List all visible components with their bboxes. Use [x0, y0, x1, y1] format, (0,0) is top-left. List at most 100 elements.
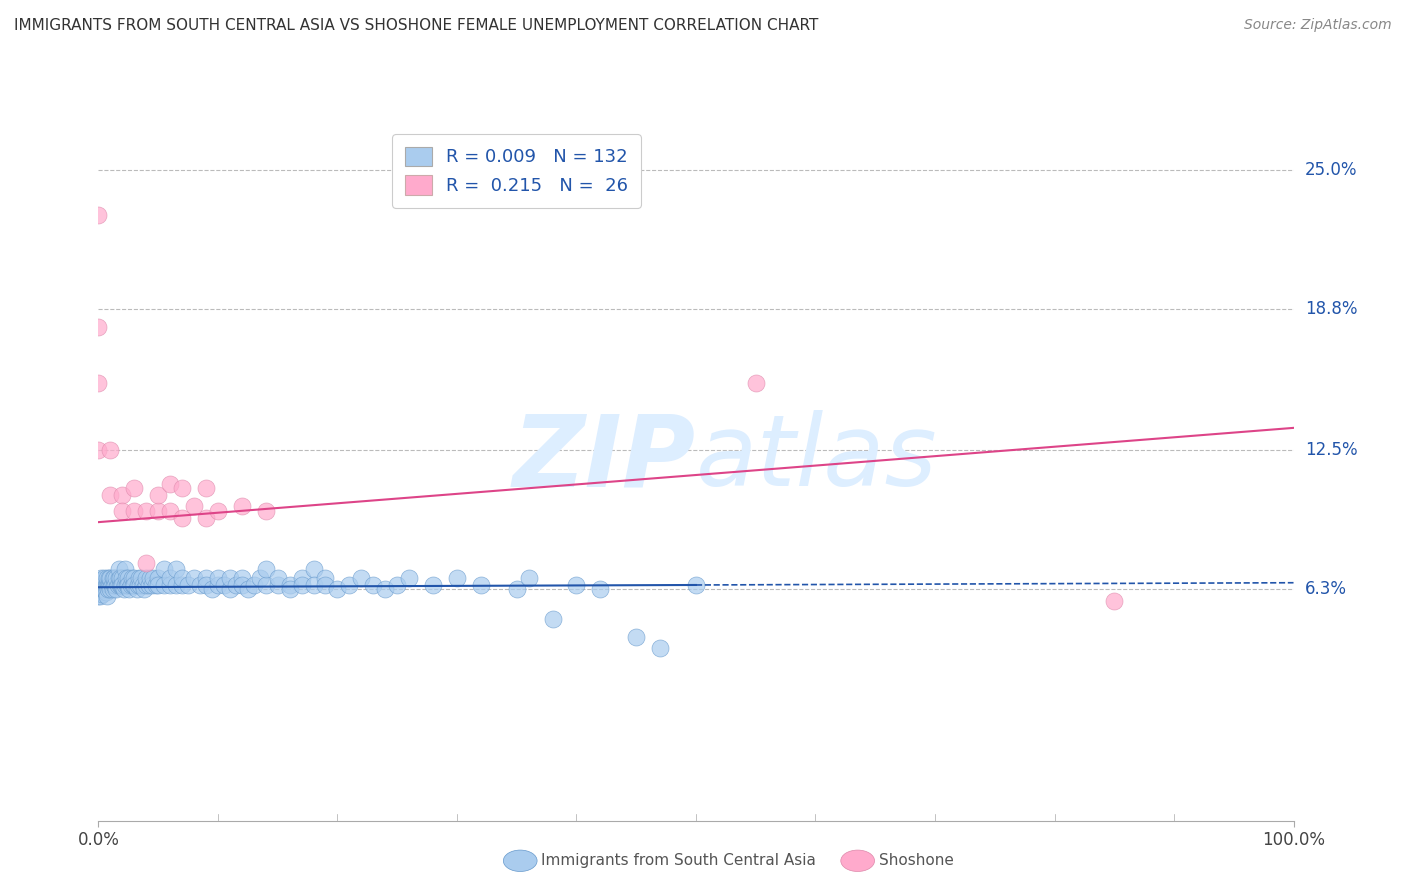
Point	[589, 582, 612, 597]
Point	[120, 578, 142, 592]
Point	[159, 578, 181, 592]
Point	[219, 571, 242, 585]
Point	[108, 578, 131, 592]
Text: IMMIGRANTS FROM SOUTH CENTRAL ASIA VS SHOSHONE FEMALE UNEMPLOYMENT CORRELATION C: IMMIGRANTS FROM SOUTH CENTRAL ASIA VS SH…	[14, 18, 818, 33]
Point	[194, 571, 217, 585]
Point	[90, 578, 112, 592]
Point	[115, 571, 138, 585]
Point	[145, 578, 167, 592]
Point	[94, 584, 117, 599]
Point	[188, 578, 211, 592]
Point	[121, 571, 143, 585]
Point	[541, 612, 564, 626]
Text: ZIP: ZIP	[513, 410, 696, 508]
Text: 25.0%: 25.0%	[1305, 161, 1357, 178]
Point	[89, 589, 111, 603]
Point	[148, 571, 170, 585]
Point	[267, 578, 290, 592]
Point	[114, 578, 136, 592]
Point	[110, 578, 132, 592]
Point	[87, 319, 110, 334]
Point	[165, 578, 187, 592]
Point	[172, 510, 194, 524]
Point	[103, 571, 125, 585]
Point	[87, 208, 110, 222]
Point	[98, 578, 122, 592]
Point	[159, 504, 181, 518]
Point	[132, 582, 155, 597]
Point	[254, 504, 277, 518]
Point	[139, 571, 162, 585]
Point	[219, 582, 242, 597]
Point	[315, 578, 337, 592]
Point	[107, 578, 129, 592]
Legend: R = 0.009   N = 132, R =  0.215   N =  26: R = 0.009 N = 132, R = 0.215 N = 26	[392, 134, 641, 208]
Point	[153, 578, 176, 592]
Point	[107, 571, 129, 585]
Point	[207, 571, 229, 585]
Point	[91, 582, 114, 597]
Point	[385, 578, 409, 592]
Point	[111, 578, 134, 592]
Point	[98, 488, 122, 502]
Point	[98, 571, 122, 585]
Text: 6.3%: 6.3%	[1305, 581, 1347, 599]
Point	[93, 578, 115, 592]
Point	[111, 571, 134, 585]
Point	[148, 504, 170, 518]
Point	[91, 587, 114, 601]
Point	[142, 571, 165, 585]
Point	[446, 571, 468, 585]
Point	[374, 582, 396, 597]
Point	[517, 571, 540, 585]
Point	[94, 578, 117, 592]
Point	[91, 582, 114, 597]
Point	[98, 582, 122, 597]
Point	[153, 562, 176, 576]
Point	[194, 578, 217, 592]
Point	[108, 571, 131, 585]
Text: atlas: atlas	[696, 410, 938, 508]
Point	[96, 571, 118, 585]
Point	[93, 582, 115, 597]
Point	[159, 477, 181, 491]
Point	[117, 578, 139, 592]
Point	[100, 578, 122, 592]
Point	[278, 578, 301, 592]
Point	[97, 582, 120, 597]
Point	[267, 571, 290, 585]
Point	[302, 562, 325, 576]
Point	[90, 584, 112, 599]
Point	[87, 578, 110, 592]
Point	[254, 578, 277, 592]
Point	[225, 578, 247, 592]
Point	[103, 578, 125, 592]
Point	[141, 578, 163, 592]
Point	[212, 578, 235, 592]
Point	[124, 571, 146, 585]
Point	[101, 571, 124, 585]
Point	[107, 562, 129, 576]
Point	[135, 504, 157, 518]
Point	[290, 571, 312, 585]
Point	[124, 578, 146, 592]
Point	[87, 582, 110, 597]
Point	[165, 562, 187, 576]
Point	[89, 574, 111, 588]
Point	[87, 589, 110, 603]
Point	[138, 578, 160, 592]
Point	[98, 578, 121, 592]
Point	[326, 582, 349, 597]
Point	[127, 578, 149, 592]
Point	[183, 500, 205, 514]
Text: 12.5%: 12.5%	[1305, 442, 1357, 459]
Point	[254, 562, 277, 576]
Point	[201, 582, 224, 597]
Point	[290, 578, 312, 592]
Point	[302, 578, 325, 592]
Point	[236, 582, 259, 597]
Point	[115, 578, 138, 592]
Point	[105, 582, 128, 597]
Point	[148, 488, 170, 502]
Point	[506, 582, 529, 597]
